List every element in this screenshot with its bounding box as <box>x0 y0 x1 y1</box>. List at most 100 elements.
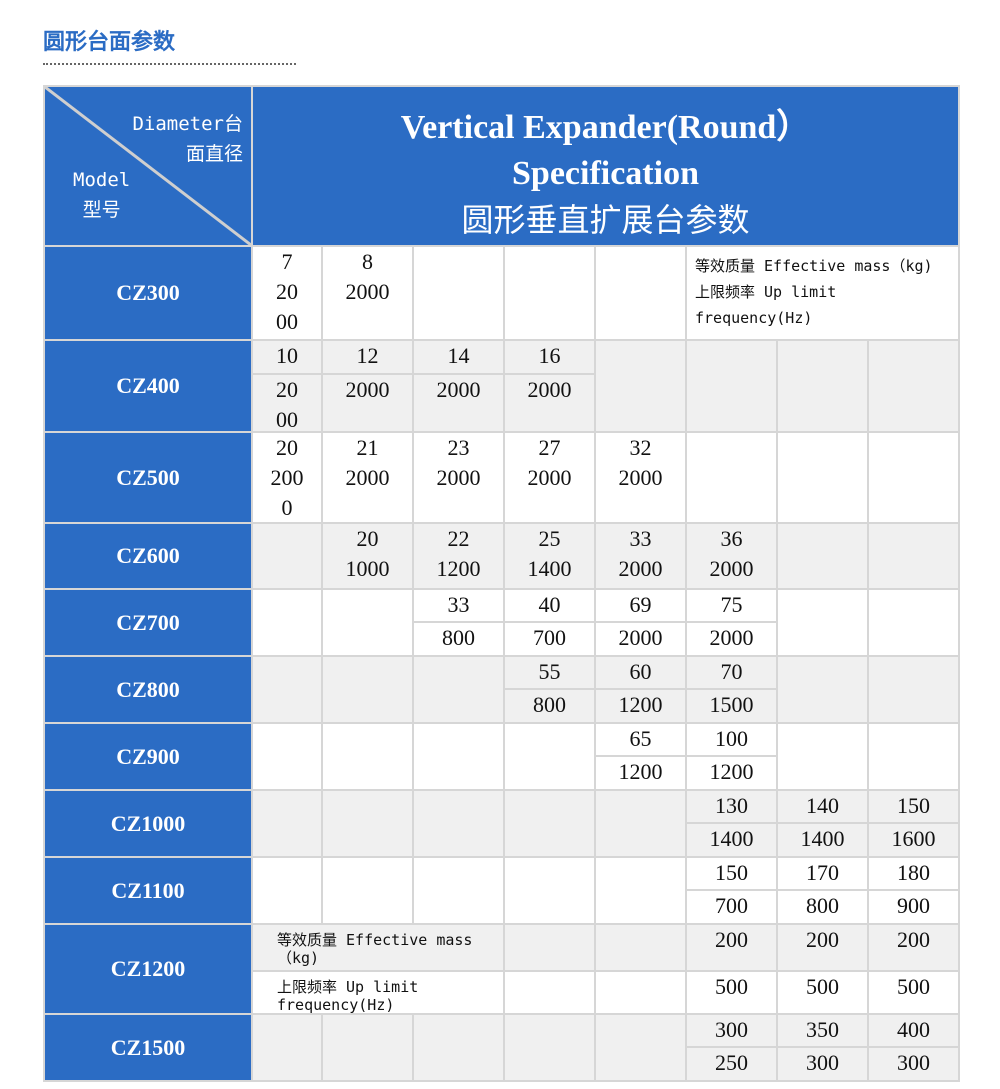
empty-cell <box>414 724 503 789</box>
value-cell: 20 200 0 <box>253 433 321 522</box>
empty-cell <box>869 524 958 588</box>
empty-cell <box>323 1015 412 1080</box>
model-cell: CZ900 <box>45 724 251 789</box>
frequency-cell: 2000 <box>687 623 776 655</box>
model-cell: CZ1500 <box>45 1015 251 1080</box>
empty-cell <box>253 724 321 789</box>
empty-cell <box>869 590 958 655</box>
frequency-cell: 1600 <box>869 824 958 856</box>
value-cell: 25 1400 <box>505 524 594 588</box>
empty-cell <box>778 433 867 522</box>
title-en-line2: Specification <box>512 155 699 192</box>
empty-cell <box>323 858 412 923</box>
mass-cell: 300 <box>687 1015 776 1046</box>
frequency-cell: 250 <box>687 1048 776 1080</box>
empty-cell <box>414 858 503 923</box>
diameter-label: Diameter台 面直径 <box>132 113 243 165</box>
frequency-cell: 2000 <box>505 375 594 431</box>
empty-cell <box>414 791 503 856</box>
frequency-cell: 1200 <box>687 757 776 789</box>
mass-cell: 75 <box>687 590 776 621</box>
mass-cell: 14 <box>414 341 503 373</box>
value-cell: 20 1000 <box>323 524 412 588</box>
frequency-cell: 1500 <box>687 690 776 722</box>
empty-cell <box>687 341 776 431</box>
mass-cell: 200 <box>687 925 776 970</box>
spec-table: Diameter台 面直径 Model 型号 Vertical Expander… <box>43 85 960 1082</box>
mass-cell: 60 <box>596 657 685 688</box>
empty-cell <box>505 791 594 856</box>
empty-cell <box>596 925 685 970</box>
empty-cell <box>596 247 685 339</box>
empty-cell <box>596 858 685 923</box>
mass-cell: 200 <box>778 925 867 970</box>
empty-cell <box>596 791 685 856</box>
mass-cell: 16 <box>505 341 594 373</box>
mass-cell: 350 <box>778 1015 867 1046</box>
frequency-cell: 1200 <box>596 757 685 789</box>
frequency-cell: 800 <box>414 623 503 655</box>
mass-cell: 140 <box>778 791 867 822</box>
page-title: 圆形台面参数 <box>43 30 176 55</box>
legend-note: 上限频率 Up limit frequency(Hz) <box>253 972 503 1014</box>
frequency-cell: 300 <box>778 1048 867 1080</box>
empty-cell <box>596 1015 685 1080</box>
model-cell: CZ400 <box>45 341 251 431</box>
frequency-cell: 2000 <box>596 623 685 655</box>
model-cell: CZ1000 <box>45 791 251 856</box>
value-cell: 23 2000 <box>414 433 503 522</box>
mass-cell: 200 <box>869 925 958 970</box>
model-cell: CZ1100 <box>45 858 251 923</box>
frequency-cell: 2000 <box>323 375 412 431</box>
frequency-cell: 800 <box>778 891 867 923</box>
mass-cell: 400 <box>869 1015 958 1046</box>
empty-cell <box>253 524 321 588</box>
mass-cell: 55 <box>505 657 594 688</box>
value-cell: 21 2000 <box>323 433 412 522</box>
mass-cell: 70 <box>687 657 776 688</box>
mass-cell: 33 <box>414 590 503 621</box>
empty-cell <box>687 433 776 522</box>
table-title: Vertical Expander(Round） Specification 圆… <box>253 87 958 245</box>
empty-cell <box>778 524 867 588</box>
frequency-cell: 700 <box>505 623 594 655</box>
corner-header: Diameter台 面直径 Model 型号 <box>45 87 251 245</box>
frequency-cell: 800 <box>505 690 594 722</box>
frequency-cell: 1400 <box>778 824 867 856</box>
empty-cell <box>869 724 958 789</box>
mass-cell: 150 <box>687 858 776 889</box>
dotted-divider <box>43 63 296 65</box>
value-cell: 33 2000 <box>596 524 685 588</box>
legend-note: 等效质量 Effective mass（kg) 上限频率 Up limit fr… <box>687 247 958 339</box>
empty-cell <box>505 247 594 339</box>
value-cell: 22 1200 <box>414 524 503 588</box>
empty-cell <box>869 657 958 722</box>
model-cell: CZ1200 <box>45 925 251 1013</box>
mass-cell: 69 <box>596 590 685 621</box>
empty-cell <box>323 791 412 856</box>
empty-cell <box>778 724 867 789</box>
empty-cell <box>253 1015 321 1080</box>
empty-cell <box>505 972 594 1013</box>
model-cell: CZ600 <box>45 524 251 588</box>
empty-cell <box>869 341 958 431</box>
empty-cell <box>596 341 685 431</box>
value-cell: 32 2000 <box>596 433 685 522</box>
mass-cell: 65 <box>596 724 685 755</box>
empty-cell <box>505 925 594 970</box>
value-cell: 8 2000 <box>323 247 412 339</box>
empty-cell <box>778 341 867 431</box>
mass-cell: 130 <box>687 791 776 822</box>
mass-cell: 150 <box>869 791 958 822</box>
frequency-cell: 1400 <box>687 824 776 856</box>
empty-cell <box>778 657 867 722</box>
empty-cell <box>414 247 503 339</box>
model-cell: CZ300 <box>45 247 251 339</box>
empty-cell <box>323 590 412 655</box>
frequency-cell: 500 <box>869 972 958 1013</box>
empty-cell <box>323 724 412 789</box>
empty-cell <box>505 1015 594 1080</box>
empty-cell <box>414 657 503 722</box>
mass-cell: 170 <box>778 858 867 889</box>
frequency-cell: 900 <box>869 891 958 923</box>
